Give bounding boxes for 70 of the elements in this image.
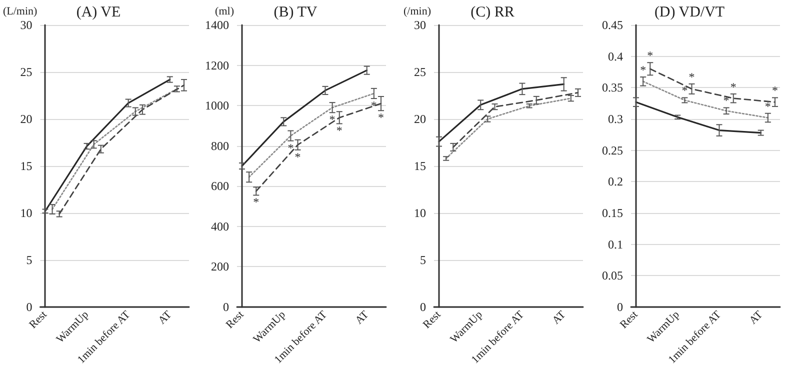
line-series [241, 70, 368, 167]
x-tick-label: AT [156, 308, 174, 327]
y-tick-label: 0.4 [608, 49, 623, 64]
y-tick-label: 0.25 [602, 143, 623, 158]
x-tick-label: AT [550, 308, 568, 327]
y-tick-label: 600 [211, 179, 229, 194]
y-tick-label: 0 [617, 300, 623, 314]
y-tick-label: 0.45 [602, 18, 623, 32]
y-tick-label: 30 [20, 18, 32, 32]
y-tick-label: 1000 [205, 98, 229, 113]
line-series [52, 88, 178, 210]
y-tick-label: 0.1 [608, 237, 623, 252]
line-series [635, 101, 762, 134]
line-series [248, 92, 375, 178]
y-tick-label: 0 [420, 300, 426, 314]
y-axis-title: (L/min) [2, 6, 38, 18]
data-label: * [682, 84, 688, 98]
y-tick-label: 1200 [205, 58, 229, 72]
data-label: * [294, 150, 301, 164]
y-tick-label: 200 [211, 260, 229, 274]
y-tick-label: 5 [420, 253, 426, 267]
data-label: * [723, 94, 730, 108]
data-label: * [640, 63, 646, 78]
y-tick-label: 0.15 [602, 206, 623, 220]
line-series [649, 68, 776, 103]
chart-title: (B) TV [274, 4, 318, 20]
y-tick-label: 20 [414, 112, 426, 126]
chart-title: (C) RR [470, 4, 514, 20]
line-series [255, 102, 382, 192]
y-tick-label: 15 [20, 159, 32, 173]
y-tick-label: 5 [26, 253, 32, 267]
y-tick-label: 10 [414, 206, 426, 220]
data-label: * [647, 48, 654, 63]
y-tick-label: 0 [223, 300, 229, 314]
line-series [452, 92, 579, 148]
data-label: * [378, 110, 384, 125]
data-label: * [772, 84, 778, 98]
data-label: * [329, 112, 336, 127]
y-tick-label: 400 [211, 219, 229, 234]
y-tick-label: 0.3 [608, 112, 623, 126]
y-tick-label: 25 [414, 65, 426, 79]
y-tick-label: 20 [20, 112, 32, 126]
y-axis-title: (/min) [403, 6, 432, 18]
y-tick-label: 25 [20, 65, 32, 79]
y-tick-label: 0.35 [602, 80, 623, 95]
y-tick-label: 10 [20, 206, 32, 220]
data-label: * [370, 98, 377, 113]
data-label: * [764, 99, 771, 114]
x-tick-label: AT [353, 308, 372, 327]
line-series [44, 78, 171, 212]
x-tick-label: AT [747, 308, 766, 327]
y-tick-label: 800 [211, 138, 229, 153]
data-label: * [336, 124, 342, 138]
y-tick-label: 0 [26, 300, 32, 314]
line-series [642, 80, 769, 118]
data-label: * [253, 195, 260, 210]
y-tick-label: 30 [414, 18, 426, 32]
line-series [445, 98, 572, 160]
data-label: * [688, 70, 695, 84]
line-series [438, 83, 565, 142]
data-label: * [730, 80, 736, 94]
y-tick-label: 0.05 [602, 268, 623, 283]
chart-title: (D) VD/VT [654, 4, 725, 20]
line-series [58, 84, 185, 215]
data-label: * [288, 140, 294, 155]
y-tick-label: 1400 [205, 18, 229, 32]
y-tick-label: 0.2 [608, 174, 623, 189]
chart-title: (A) VE [76, 4, 121, 20]
y-tick-label: 15 [414, 159, 426, 173]
y-axis-title: (ml) [215, 6, 234, 18]
